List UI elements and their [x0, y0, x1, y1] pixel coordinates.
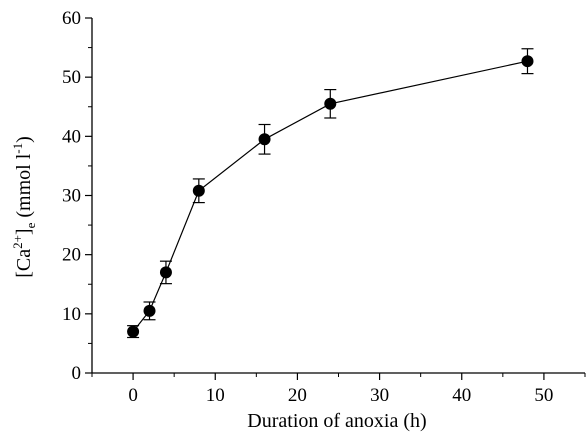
y-tick-label: 10: [62, 304, 81, 325]
axes: [91, 18, 585, 374]
x-tick-label: 10: [206, 385, 225, 406]
data-point: [192, 184, 205, 197]
data-point: [127, 325, 140, 338]
y-tick-label: 20: [62, 245, 81, 266]
x-tick-label: 50: [534, 385, 553, 406]
ticks: 0 10 20 30 40 50 60 0 10 20 30 40 50: [62, 8, 586, 406]
y-tick-label: 0: [72, 363, 82, 384]
data-point: [159, 266, 172, 279]
data-point: [521, 55, 534, 68]
x-tick-label: 20: [288, 385, 307, 406]
data-point: [324, 97, 337, 110]
y-tick-label: 40: [62, 126, 81, 147]
y-tick-label: 50: [62, 67, 81, 88]
y-axis-label: [Ca2+]e (mmol l-1): [10, 136, 38, 278]
y-tick-label: 60: [62, 8, 81, 29]
x-tick-label: 40: [452, 385, 471, 406]
x-tick-label: 30: [370, 385, 389, 406]
data-point: [258, 133, 271, 146]
data-series: [127, 48, 534, 339]
y-tick-label: 30: [62, 186, 81, 207]
data-point: [143, 304, 156, 317]
x-tick-label: 0: [128, 385, 138, 406]
x-axis-label: Duration of anoxia (h): [247, 410, 426, 432]
